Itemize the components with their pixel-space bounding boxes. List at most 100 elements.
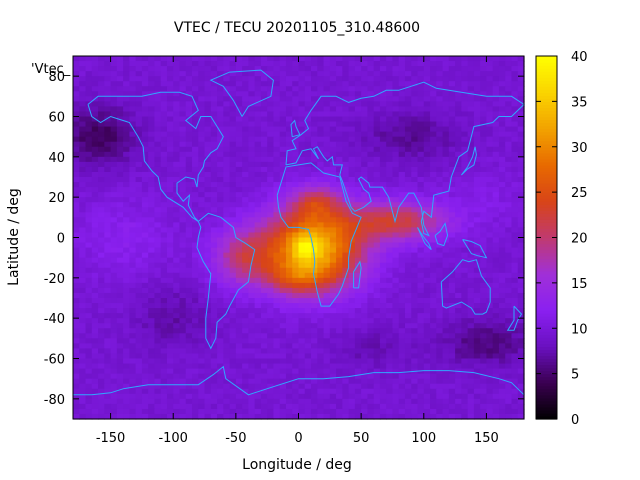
heatmap-cell bbox=[204, 318, 212, 324]
heatmap-cell bbox=[91, 66, 99, 72]
heatmap-cell bbox=[73, 368, 80, 375]
heatmap-cell bbox=[498, 202, 506, 208]
heatmap-cell bbox=[455, 232, 462, 239]
heatmap-cell bbox=[498, 207, 506, 213]
heatmap-cell bbox=[267, 161, 275, 168]
heatmap-cell bbox=[273, 146, 281, 153]
heatmap-cell bbox=[392, 136, 400, 143]
heatmap-cell bbox=[148, 61, 156, 67]
heatmap-cell bbox=[141, 237, 149, 244]
heatmap-cell bbox=[210, 348, 218, 355]
heatmap-cell bbox=[354, 101, 362, 108]
heatmap-cell bbox=[404, 358, 412, 365]
heatmap-cell bbox=[311, 182, 318, 188]
heatmap-cell bbox=[386, 343, 394, 350]
heatmap-cell bbox=[154, 292, 162, 299]
heatmap-cell bbox=[223, 171, 231, 178]
heatmap-cell bbox=[486, 86, 494, 92]
heatmap-cell bbox=[148, 232, 156, 239]
heatmap-cell bbox=[411, 328, 419, 334]
heatmap-cell bbox=[373, 136, 381, 143]
heatmap-cell bbox=[223, 136, 231, 143]
heatmap-cell bbox=[329, 328, 337, 334]
heatmap-cell bbox=[166, 207, 174, 213]
heatmap-cell bbox=[336, 338, 343, 344]
heatmap-cell bbox=[448, 141, 456, 148]
heatmap-cell bbox=[336, 141, 343, 148]
heatmap-cell bbox=[248, 292, 256, 299]
heatmap-cell bbox=[129, 146, 137, 153]
heatmap-cell bbox=[492, 252, 500, 259]
heatmap-cell bbox=[198, 192, 206, 198]
heatmap-cell bbox=[298, 398, 306, 405]
heatmap-cell bbox=[461, 383, 469, 390]
heatmap-cell bbox=[423, 197, 431, 203]
heatmap-cell bbox=[455, 298, 462, 304]
heatmap-cell bbox=[348, 217, 356, 223]
heatmap-cell bbox=[517, 182, 525, 188]
heatmap-cell bbox=[279, 343, 287, 350]
heatmap-cell bbox=[154, 368, 162, 375]
heatmap-cell bbox=[267, 56, 275, 62]
heatmap-cell bbox=[185, 403, 193, 410]
heatmap-cell bbox=[511, 343, 519, 350]
heatmap-cell bbox=[329, 182, 337, 188]
heatmap-cell bbox=[267, 177, 275, 183]
heatmap-cell bbox=[298, 333, 306, 339]
heatmap-cell bbox=[392, 146, 400, 153]
heatmap-cell bbox=[392, 338, 400, 344]
heatmap-cell bbox=[154, 237, 162, 244]
heatmap-cell bbox=[141, 348, 149, 355]
heatmap-cell bbox=[154, 328, 162, 334]
heatmap-cell bbox=[160, 373, 168, 380]
heatmap-cell bbox=[505, 257, 513, 264]
heatmap-cell bbox=[323, 136, 331, 143]
heatmap-cell bbox=[317, 292, 325, 299]
heatmap-cell bbox=[492, 222, 500, 229]
heatmap-cell bbox=[198, 338, 206, 344]
heatmap-cell bbox=[480, 298, 488, 304]
heatmap-cell bbox=[473, 343, 481, 350]
heatmap-cell bbox=[267, 197, 275, 203]
heatmap-cell bbox=[404, 232, 412, 239]
heatmap-cell bbox=[498, 358, 506, 365]
heatmap-cell bbox=[398, 187, 406, 193]
heatmap-cell bbox=[455, 81, 462, 87]
heatmap-cell bbox=[323, 166, 331, 173]
heatmap-cell bbox=[285, 358, 293, 365]
heatmap-cell bbox=[342, 368, 350, 375]
heatmap-cell bbox=[135, 277, 143, 284]
heatmap-cell bbox=[98, 348, 105, 355]
heatmap-cell bbox=[292, 277, 300, 284]
heatmap-cell bbox=[135, 378, 143, 385]
heatmap-cell bbox=[480, 56, 488, 62]
heatmap-cell bbox=[242, 156, 249, 163]
heatmap-cell bbox=[411, 141, 419, 148]
heatmap-cell bbox=[436, 192, 444, 198]
heatmap-cell bbox=[260, 247, 268, 254]
heatmap-cell bbox=[217, 177, 224, 183]
heatmap-cell bbox=[448, 363, 456, 370]
heatmap-cell bbox=[104, 222, 112, 229]
heatmap-cell bbox=[260, 292, 268, 299]
heatmap-cell bbox=[217, 393, 224, 400]
heatmap-cell bbox=[85, 247, 93, 254]
heatmap-cell bbox=[430, 272, 437, 279]
heatmap-cell bbox=[198, 106, 206, 113]
heatmap-cell bbox=[173, 71, 181, 77]
heatmap-cell bbox=[367, 217, 375, 223]
heatmap-cell bbox=[104, 182, 112, 188]
heatmap-cell bbox=[367, 378, 375, 385]
heatmap-cell bbox=[91, 156, 99, 163]
heatmap-cell bbox=[436, 217, 444, 223]
heatmap-cell bbox=[73, 212, 80, 218]
heatmap-cell bbox=[104, 106, 112, 113]
heatmap-cell bbox=[442, 328, 450, 334]
heatmap-cell bbox=[135, 323, 143, 329]
heatmap-cell bbox=[336, 363, 343, 370]
heatmap-cell bbox=[336, 282, 343, 289]
heatmap-cell bbox=[373, 207, 381, 213]
heatmap-cell bbox=[179, 136, 187, 143]
heatmap-cell bbox=[154, 91, 162, 97]
heatmap-cell bbox=[129, 333, 137, 339]
